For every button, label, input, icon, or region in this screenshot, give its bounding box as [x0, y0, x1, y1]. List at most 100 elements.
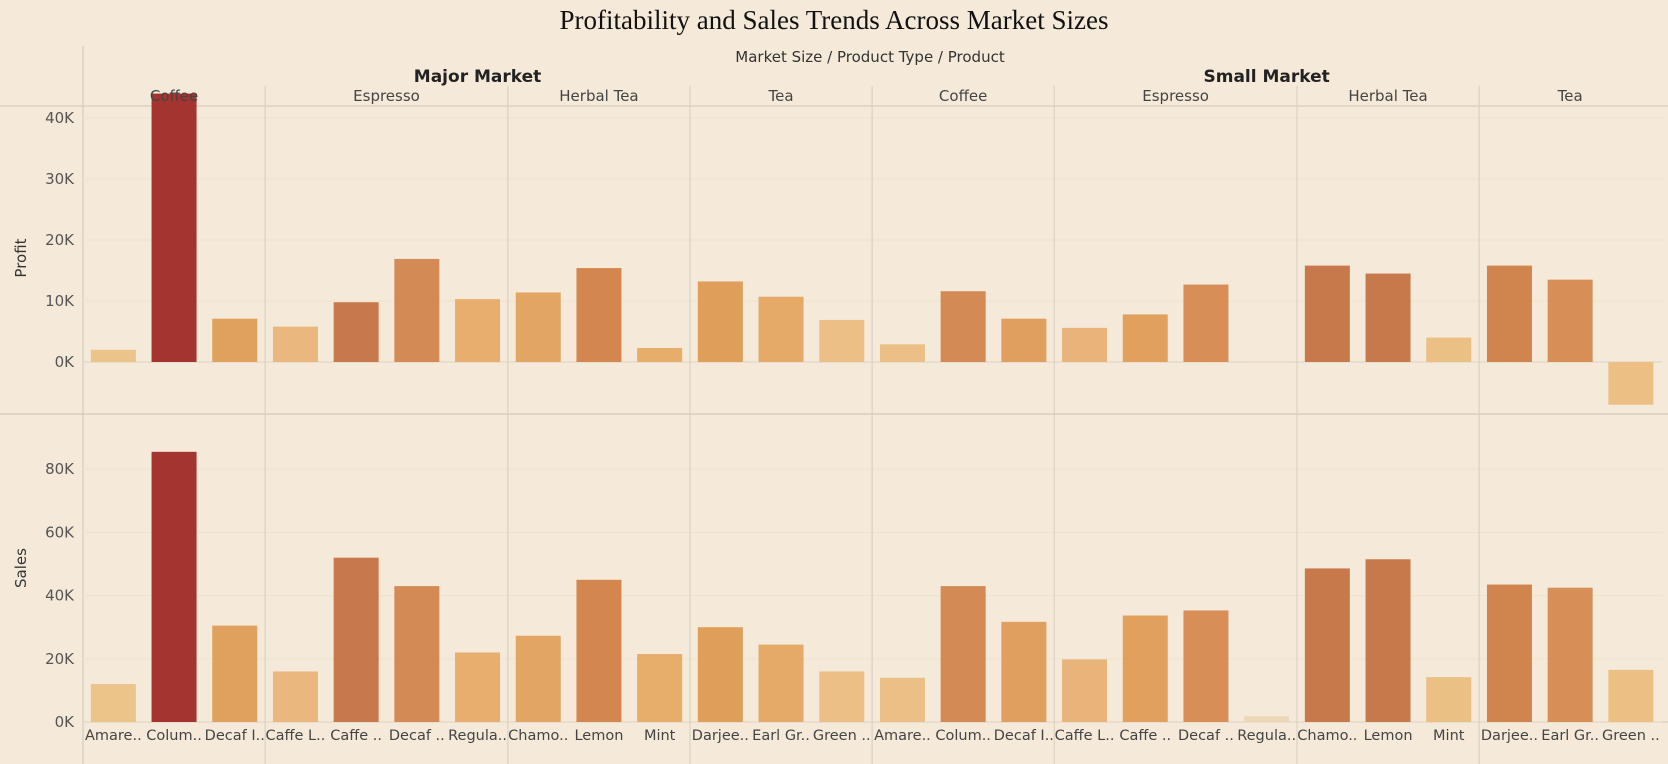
y-tick-label: 20K: [45, 650, 75, 668]
y-axis-label: Sales: [12, 548, 30, 588]
bar-profit: [212, 318, 258, 362]
bar-sales: [758, 644, 804, 722]
bar-profit: [394, 258, 440, 362]
bar-profit: [697, 281, 743, 362]
bar-profit: [1183, 284, 1229, 362]
product-label: Green ..: [1602, 728, 1660, 744]
bar-profit: [1001, 318, 1047, 362]
y-tick-label: 30K: [45, 170, 75, 188]
bar-profit: [819, 319, 865, 362]
product-label: Colum..: [935, 728, 991, 744]
y-axis-label: Profit: [12, 238, 30, 277]
product-type-label: Coffee: [150, 87, 198, 105]
bar-sales: [879, 677, 925, 722]
product-label: Lemon: [1364, 728, 1413, 744]
bar-sales: [940, 586, 986, 722]
product-label: Decaf ..: [389, 728, 445, 744]
product-type-label: Espresso: [353, 87, 420, 105]
bar-sales: [515, 635, 561, 722]
bar-profit: [940, 291, 986, 362]
bar-sales: [455, 652, 501, 722]
bar-sales: [1001, 621, 1047, 722]
y-tick-label: 10K: [45, 292, 75, 310]
bar-profit: [333, 302, 379, 362]
bar-sales: [637, 654, 683, 722]
bar-profit: [151, 93, 197, 362]
bar-profit: [1244, 362, 1290, 363]
product-label: Caffe L..: [266, 728, 326, 744]
bar-sales: [697, 627, 743, 722]
product-label: Green ..: [813, 728, 871, 744]
y-tick-label: 0K: [55, 353, 76, 371]
product-type-label: Herbal Tea: [1348, 87, 1427, 105]
column-header: Market Size / Product Type / Product: [735, 48, 1005, 66]
bar-sales: [1183, 610, 1229, 722]
product-label: Caffe L..: [1055, 728, 1115, 744]
bar-sales: [90, 684, 136, 722]
bar-sales: [333, 557, 379, 722]
y-tick-label: 0K: [55, 713, 76, 731]
product-type-label: Herbal Tea: [559, 87, 638, 105]
product-type-label: Tea: [768, 87, 794, 105]
bar-profit: [1365, 273, 1411, 362]
bar-sales: [1122, 615, 1168, 722]
product-type-label: Tea: [1557, 87, 1583, 105]
bar-profit: [1062, 327, 1108, 362]
product-label: Mint: [1433, 728, 1465, 744]
bar-sales: [1062, 659, 1108, 722]
bar-sales: [1365, 559, 1411, 722]
product-label: Chamo..: [1297, 728, 1357, 744]
bar-sales: [151, 451, 197, 722]
y-tick-label: 40K: [45, 109, 75, 127]
y-tick-label: 20K: [45, 231, 75, 249]
bar-sales: [394, 586, 440, 722]
bar-profit: [758, 296, 804, 362]
bar-sales: [1244, 716, 1290, 722]
product-label: Lemon: [574, 728, 623, 744]
bar-profit: [90, 349, 136, 362]
product-label: Mint: [644, 728, 676, 744]
product-label: Earl Gr..: [752, 728, 810, 744]
bar-profit: [1486, 265, 1532, 362]
y-tick-label: 40K: [45, 587, 75, 605]
bar-sales: [1486, 584, 1532, 722]
product-label: Regula..: [448, 728, 507, 744]
product-label: Decaf ..: [1178, 728, 1234, 744]
y-tick-label: 60K: [45, 523, 75, 541]
product-label: Darjee..: [1481, 728, 1538, 744]
bar-sales: [819, 671, 865, 722]
product-label: Regula..: [1237, 728, 1296, 744]
product-label: Amare..: [874, 728, 931, 744]
bar-profit: [1608, 362, 1654, 405]
bar-profit: [576, 268, 622, 362]
product-label: Caffe ..: [1119, 728, 1171, 744]
product-type-label: Coffee: [939, 87, 987, 105]
bar-profit: [272, 326, 318, 362]
product-type-label: Espresso: [1142, 87, 1209, 105]
bar-profit: [637, 347, 683, 362]
product-label: Decaf I..: [994, 728, 1054, 744]
bar-sales: [576, 579, 622, 722]
bar-profit: [1304, 265, 1350, 362]
bar-profit: [879, 344, 925, 362]
market-size-label: Major Market: [414, 67, 541, 87]
chart-title: Profitability and Sales Trends Across Ma…: [560, 5, 1109, 35]
bar-sales: [1547, 587, 1593, 722]
product-label: Chamo..: [508, 728, 568, 744]
bar-profit: [1426, 337, 1472, 362]
bar-sales: [212, 625, 258, 722]
bar-sales: [1304, 568, 1350, 722]
bar-sales: [1426, 677, 1472, 722]
market-size-label: Small Market: [1204, 67, 1330, 87]
bar-profit: [1122, 314, 1168, 362]
product-label: Colum..: [146, 728, 202, 744]
bar-profit: [455, 299, 501, 362]
product-label: Decaf I..: [205, 728, 265, 744]
bar-sales: [272, 671, 318, 722]
bar-profit: [515, 292, 561, 362]
product-label: Caffe ..: [330, 728, 382, 744]
bar-sales: [1608, 669, 1654, 722]
bar-profit: [1547, 279, 1593, 362]
